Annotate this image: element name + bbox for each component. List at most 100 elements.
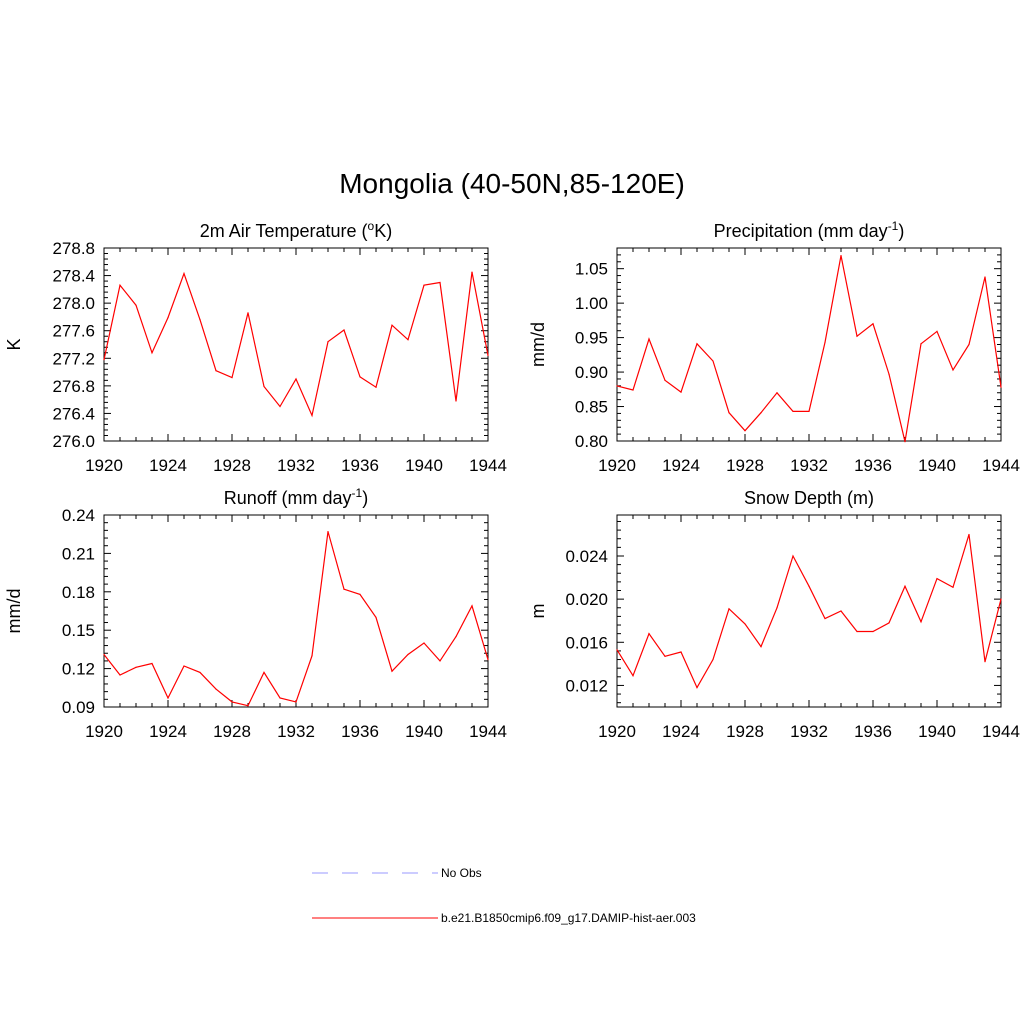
y-tick-label: 0.09 bbox=[62, 698, 95, 717]
x-tick-label: 1936 bbox=[854, 456, 892, 475]
data-point bbox=[776, 392, 778, 394]
data-point bbox=[936, 578, 938, 580]
data-point bbox=[1000, 598, 1002, 600]
data-point bbox=[968, 533, 970, 536]
x-tick-label: 1924 bbox=[149, 456, 187, 475]
data-point bbox=[359, 376, 361, 378]
plot-frame bbox=[616, 514, 1002, 708]
panel-title: 2m Air Temperature (oK) bbox=[200, 219, 392, 241]
data-point bbox=[199, 319, 201, 321]
chart-panel-2: 1920 1924 1928 1932 1936 1940 1944 0.80 0.85 0.90… bbox=[528, 219, 1020, 475]
data-point bbox=[327, 341, 329, 343]
data-point bbox=[487, 354, 489, 357]
data-point bbox=[119, 284, 121, 286]
x-tick-label: 1944 bbox=[982, 456, 1020, 475]
data-point bbox=[199, 671, 201, 674]
data-point bbox=[712, 658, 714, 661]
data-point bbox=[247, 312, 249, 314]
x-tick-label: 1940 bbox=[405, 722, 443, 741]
data-point bbox=[728, 412, 730, 414]
data-point bbox=[295, 701, 297, 703]
data-point bbox=[183, 665, 185, 667]
y-tick-label: 0.21 bbox=[62, 544, 95, 563]
data-point bbox=[648, 338, 650, 340]
x-tick-label: 1936 bbox=[341, 722, 379, 741]
panel-title: Precipitation (mm day-1) bbox=[714, 219, 905, 241]
y-axis-label: mm/d bbox=[528, 322, 548, 367]
data-point bbox=[135, 304, 137, 306]
x-tick-label: 1924 bbox=[662, 722, 700, 741]
panel-title: Snow Depth (m) bbox=[744, 488, 874, 508]
data-point bbox=[247, 705, 249, 707]
data-point bbox=[231, 701, 233, 703]
data-point bbox=[263, 671, 265, 674]
data-point bbox=[888, 622, 890, 624]
data-point bbox=[375, 616, 377, 619]
x-tick-label: 1920 bbox=[598, 722, 636, 741]
y-tick-label: 0.85 bbox=[575, 398, 608, 417]
data-point bbox=[696, 686, 698, 689]
data-point bbox=[455, 636, 457, 638]
data-point bbox=[407, 339, 409, 341]
data-point bbox=[808, 585, 810, 587]
data-point bbox=[760, 645, 762, 648]
data-point bbox=[792, 555, 794, 557]
y-tick-label: 278.4 bbox=[52, 267, 95, 286]
data-point bbox=[103, 653, 105, 656]
plot-frame bbox=[103, 514, 489, 708]
series-line bbox=[103, 531, 489, 707]
data-point bbox=[231, 376, 233, 379]
panel-title-suffix: ) bbox=[898, 221, 904, 241]
x-tick-label: 1920 bbox=[85, 456, 123, 475]
data-point bbox=[952, 586, 954, 588]
data-point bbox=[872, 323, 874, 325]
data-point bbox=[455, 400, 457, 402]
y-axis-label: mm/d bbox=[4, 589, 24, 634]
data-point bbox=[648, 633, 650, 635]
x-tick-label: 1928 bbox=[726, 456, 764, 475]
data-point bbox=[391, 324, 393, 326]
data-point bbox=[616, 385, 618, 387]
data-point bbox=[279, 697, 281, 699]
x-tick-label: 1940 bbox=[405, 456, 443, 475]
y-tick-label: 0.18 bbox=[62, 583, 95, 602]
data-point bbox=[632, 675, 634, 677]
y-tick-label: 277.2 bbox=[52, 349, 95, 368]
data-point bbox=[824, 341, 826, 344]
data-point bbox=[808, 410, 810, 412]
chart-panel-4: 1920 1924 1928 1932 1936 1940 1944 0.012 0.016 0.… bbox=[528, 488, 1020, 741]
data-point bbox=[856, 630, 858, 633]
data-point bbox=[167, 697, 169, 699]
x-tick-label: 1932 bbox=[790, 456, 828, 475]
data-point bbox=[295, 378, 297, 380]
data-point bbox=[952, 369, 954, 371]
x-tick-label: 1932 bbox=[277, 456, 315, 475]
y-tick-label: 276.4 bbox=[52, 404, 95, 423]
data-point bbox=[391, 670, 393, 672]
data-point bbox=[215, 370, 217, 372]
data-point bbox=[215, 688, 217, 690]
chart-panels: 1920 1924 1928 1932 1936 1940 1944 276.0 276.4 27… bbox=[4, 219, 1020, 741]
y-tick-label: 0.016 bbox=[565, 633, 608, 652]
series-line bbox=[616, 534, 1002, 689]
data-point bbox=[904, 441, 906, 443]
x-tick-label: 1932 bbox=[790, 722, 828, 741]
x-tick-label: 1932 bbox=[277, 722, 315, 741]
data-point bbox=[119, 674, 121, 676]
panel-title-text: Runoff (mm day bbox=[224, 488, 352, 508]
y-tick-label: 1.05 bbox=[575, 260, 608, 279]
data-point bbox=[840, 254, 842, 257]
x-tick-label: 1928 bbox=[726, 722, 764, 741]
y-tick-label: 278.0 bbox=[52, 294, 95, 313]
panel-title-suffix: ) bbox=[362, 488, 368, 508]
data-point bbox=[616, 649, 618, 651]
data-point bbox=[151, 352, 153, 354]
data-point bbox=[792, 410, 794, 412]
data-point bbox=[423, 284, 425, 286]
data-point bbox=[920, 343, 922, 345]
data-point bbox=[856, 335, 858, 337]
plot-frame bbox=[103, 247, 489, 442]
data-point bbox=[407, 653, 409, 656]
data-point bbox=[760, 412, 762, 414]
y-tick-label: 276.8 bbox=[52, 377, 95, 396]
